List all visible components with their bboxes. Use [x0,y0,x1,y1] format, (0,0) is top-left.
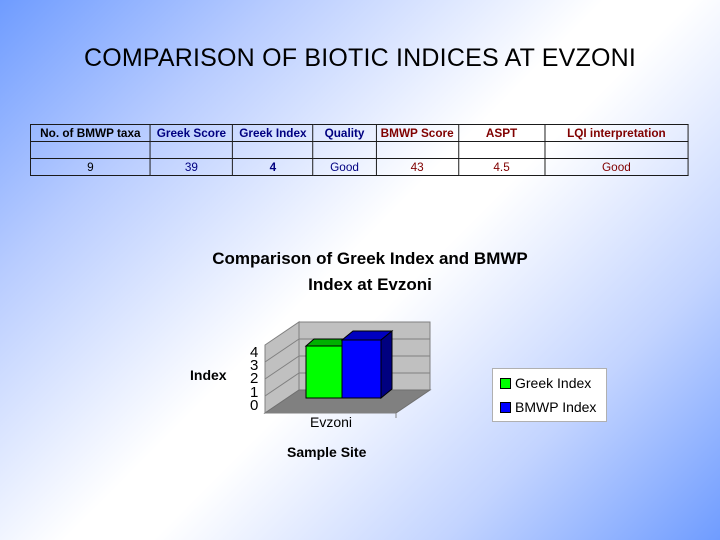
biotic-indices-table: No. of BMWP taxa Greek Score Greek Index… [29,124,689,176]
cell-lqi: Good [544,158,689,176]
cell-greek-score: 39 [149,158,234,176]
legend-label: Greek Index [515,375,592,391]
slide-title: COMPARISON OF BIOTIC INDICES AT EVZONI [83,44,637,72]
green-swatch-icon [500,377,511,389]
cell-aspt: 4.5 [457,158,546,176]
legend-item-greek-index: Greek Index [500,375,591,391]
x-axis-label: Sample Site [287,444,367,460]
blue-swatch-icon [500,401,511,413]
legend-item-bmwp-index: BMWP Index [500,399,596,415]
table-row: 9 39 4 Good 43 4.5 Good [29,158,689,176]
chart-title-line1: Comparison of Greek Index and BMWP [212,249,528,268]
y-axis-label: Index [190,367,227,383]
y-tick: 3 [250,357,259,374]
legend-label: BMWP Index [515,399,597,415]
table-empty-row [29,141,689,159]
chart-title-line2: Index at Evzoni [308,275,432,294]
table-header-row: No. of BMWP taxa Greek Score Greek Index… [29,124,689,142]
chart-title: Comparison of Greek Index and BMWP Index… [170,246,570,298]
header-bmwp-taxa: No. of BMWP taxa [29,124,151,142]
y-tick: 2 [250,370,259,387]
bar-greek-index [304,338,352,399]
cell-bmwp-score: 43 [375,158,459,176]
header-bmwp-score: BMWP Score [375,124,459,142]
y-tick: 0 [250,397,259,414]
y-tick: 1 [250,384,259,401]
x-category-label: Evzoni [310,414,353,430]
header-lqi: LQI interpretation [544,124,689,142]
chart-legend: Greek Index BMWP Index [492,368,607,422]
y-tick: 4 [250,344,259,361]
cell-quality: Good [312,158,377,176]
bar-bmwp-index [340,329,394,400]
